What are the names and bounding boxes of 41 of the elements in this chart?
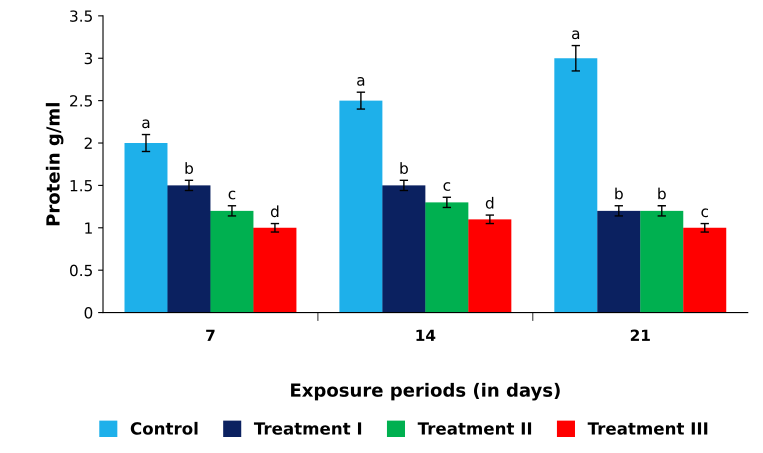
legend-label: Control (130, 422, 198, 435)
bar (339, 100, 382, 313)
y-tick-label: 1.5 (70, 180, 92, 192)
y-tick-label: 0.5 (70, 264, 92, 276)
data-label: a (142, 119, 150, 128)
data-label: b (400, 162, 408, 174)
bar (124, 143, 168, 313)
data-label: b (186, 162, 193, 174)
y-axis-title: Protein g/ml (46, 103, 64, 226)
legend-label: Treatment III (588, 422, 708, 435)
x-tick-label: 7 (206, 330, 215, 341)
legend-label: Treatment I (254, 422, 362, 435)
x-axis-title: Exposure periods (in days) (291, 382, 560, 401)
data-label: b (658, 188, 666, 200)
y-tick-label: 2.5 (70, 95, 92, 107)
y-tick-label: 2 (84, 137, 92, 149)
bar (640, 210, 684, 313)
data-label: a (572, 30, 580, 40)
bar (425, 202, 468, 313)
data-label: c (701, 208, 708, 218)
bar (597, 210, 640, 313)
y-tick-label: 1 (85, 222, 92, 234)
legend-label: Treatment II (418, 422, 532, 435)
bar (554, 58, 598, 313)
y-tick-label: 3 (84, 52, 92, 64)
x-tick-label: 21 (630, 330, 650, 341)
bar (683, 228, 726, 313)
bar (167, 185, 210, 313)
data-label: d (486, 196, 494, 209)
data-label: b (615, 188, 623, 200)
data-label: c (228, 190, 236, 200)
data-label: a (357, 77, 364, 86)
bar (382, 185, 426, 313)
data-label: c (444, 182, 450, 191)
y-tick-label: 3.5 (70, 10, 92, 22)
x-tick-label: 14 (416, 330, 436, 341)
bar (210, 210, 254, 313)
bar (253, 228, 296, 313)
y-tick-label: 0 (84, 307, 92, 319)
data-label: d (270, 205, 278, 218)
bar (468, 219, 512, 313)
